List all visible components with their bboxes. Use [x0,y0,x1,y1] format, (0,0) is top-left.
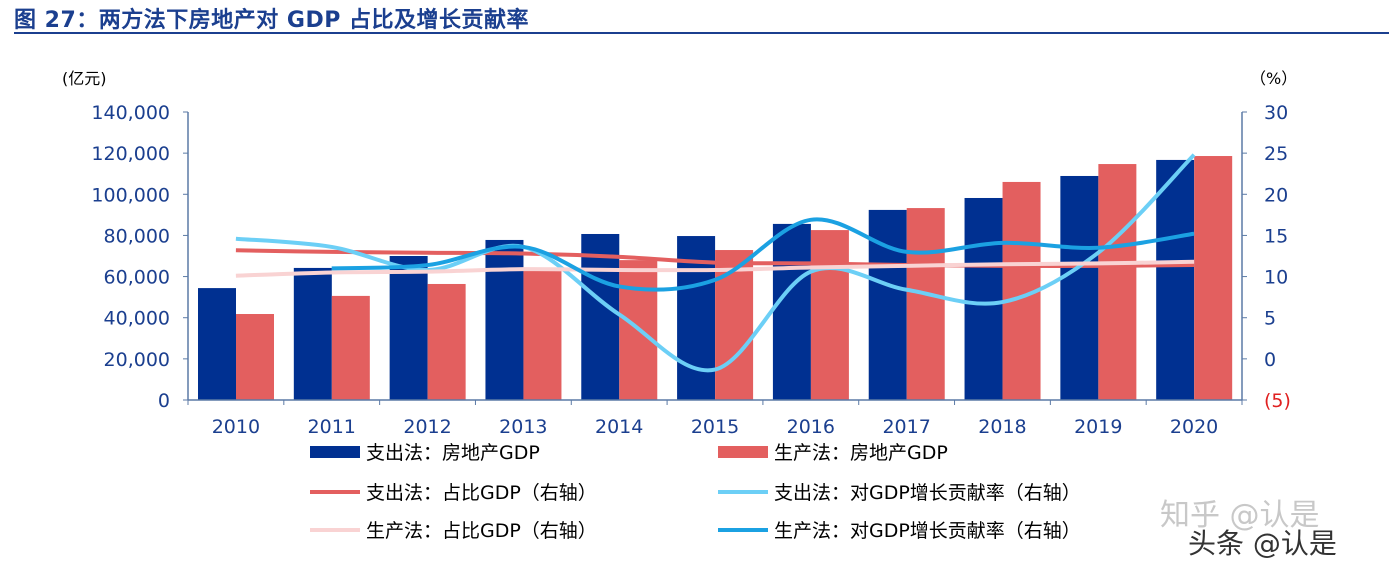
watermark: 头条 @认是 [1188,527,1337,560]
bar-2012-series1 [427,283,466,400]
legend-label: 生产法：占比GDP（右轴） [366,520,597,542]
bar-2014-series0 [581,233,620,400]
left-tick-label: 60,000 [104,267,170,289]
left-tick-label: 80,000 [104,225,170,247]
left-tick-label: 140,000 [91,102,170,124]
x-tick-label: 2014 [595,416,643,438]
bar-2010-series1 [236,314,274,400]
right-tick-label: 5 [1264,308,1276,330]
left-tick-label: 100,000 [91,184,170,206]
bar-2017-series1 [906,208,945,400]
left-tick-label: 20,000 [104,349,170,371]
bar-2011-series0 [293,267,332,400]
left-tick-label: 40,000 [104,308,170,330]
bar-2016-series0 [772,223,811,400]
bar-2020-series1 [1194,156,1233,400]
x-tick-label: 2019 [1074,416,1122,438]
x-tick-label: 2013 [499,416,547,438]
x-tick-label: 2018 [978,416,1026,438]
right-tick-label: 0 [1264,349,1276,371]
legend-label: 支出法：房地产GDP [366,442,540,464]
line-series-1 [235,153,1196,373]
bar-2010-series0 [198,288,236,400]
legend-label: 生产法：对GDP增长贡献率（右轴） [774,520,1081,542]
left-tick-label: 120,000 [91,143,170,165]
right-tick-label: 10 [1264,267,1288,289]
right-tick-label: 20 [1264,184,1288,206]
right-axis-label: （%） [1250,69,1297,88]
x-tick-label: 2016 [787,416,835,438]
bar-2018-series0 [964,197,1003,400]
bar-2013-series1 [523,270,562,400]
bar-2015-series1 [715,250,754,400]
right-tick-label: 25 [1264,143,1288,165]
title-rule [14,32,1389,34]
legend-swatch [718,446,768,458]
right-tick-label: (5) [1264,390,1291,412]
bar-2019-series1 [1098,164,1137,400]
x-tick-label: 2012 [403,416,451,438]
bar-2019-series0 [1060,175,1099,400]
bar-2012-series0 [389,256,428,400]
legend-label: 支出法：占比GDP（右轴） [366,482,597,504]
legend-label: 生产法：房地产GDP [774,442,948,464]
x-tick-label: 2020 [1170,416,1218,438]
x-tick-label: 2015 [691,416,739,438]
x-tick-label: 2011 [308,416,356,438]
right-tick-label: 15 [1264,225,1288,247]
x-tick-label: 2017 [882,416,930,438]
bar-2011-series1 [331,295,370,400]
line-series-2 [235,259,1195,278]
x-tick-label: 2010 [212,416,260,438]
figure-title: 图 27：两方法下房地产对 GDP 占比及增长贡献率 [14,8,530,33]
bar-2016-series1 [810,230,849,400]
legend-swatch [310,446,360,458]
bar-2020-series0 [1156,159,1195,400]
watermark: 知乎 @认是 [1160,498,1320,533]
legend-label: 支出法：对GDP增长贡献率（右轴） [774,482,1081,504]
right-tick-label: 30 [1264,102,1288,124]
line-series-3 [331,217,1195,292]
left-axis-label: (亿元) [62,69,107,88]
bar-2013-series0 [485,239,524,400]
left-tick-label: 0 [158,390,170,412]
